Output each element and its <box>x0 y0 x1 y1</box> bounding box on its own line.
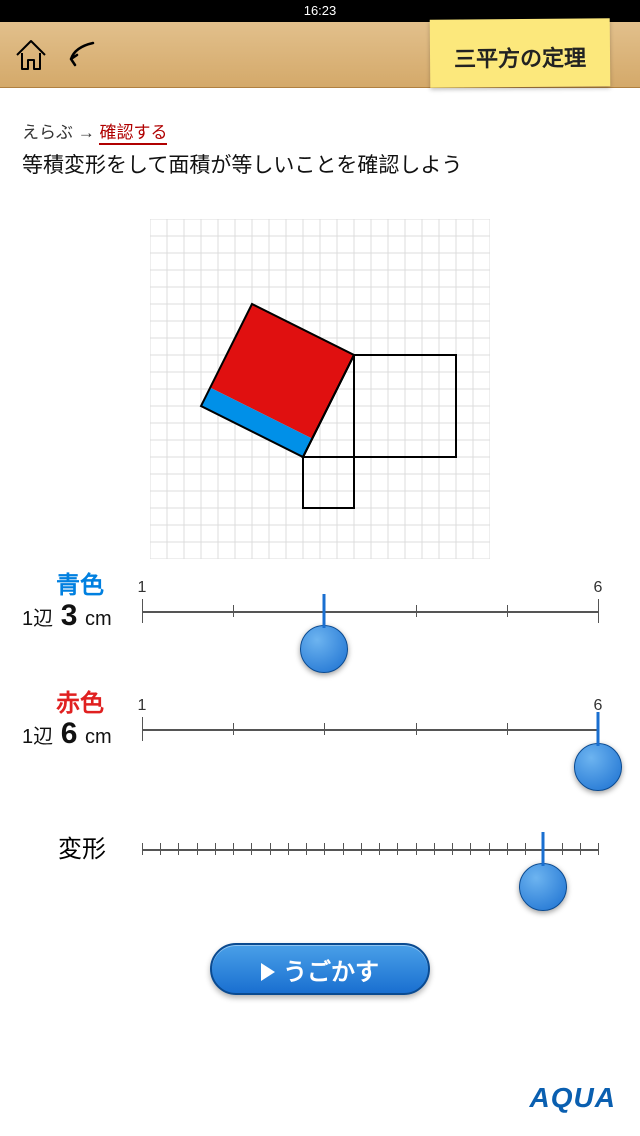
status-time: 16:23 <box>304 3 337 18</box>
blue-slider-title: 青色 <box>56 565 104 600</box>
back-arrow-icon <box>63 35 103 75</box>
content-panel: えらぶ → 確認する 等積変形をして面積が等しいことを確認しよう 青色 1辺 3… <box>10 100 630 1126</box>
home-button[interactable] <box>8 32 54 78</box>
pythagoras-diagram <box>150 219 490 559</box>
blue-slider-track[interactable]: 16 <box>142 585 598 635</box>
red-side-label: 1辺 6 cm <box>22 717 112 751</box>
breadcrumb-arrow: → <box>78 123 95 142</box>
blue-side-label: 1辺 3 cm <box>22 599 112 633</box>
page-title: 三平方の定理 <box>454 45 586 71</box>
blue-track-knob[interactable] <box>300 625 348 673</box>
red-track-knob[interactable] <box>574 743 622 791</box>
transform-slider-title: 変形 <box>58 829 106 864</box>
subtitle: 等積変形をして面積が等しいことを確認しよう <box>22 149 618 179</box>
brand-logo: AQUA <box>530 1082 616 1114</box>
red-slider-block: 赤色 1辺 6 cm 16 <box>22 683 618 795</box>
play-button-label: うごかす <box>283 959 379 986</box>
back-button[interactable] <box>60 32 106 78</box>
breadcrumb: えらぶ → 確認する <box>22 118 618 143</box>
diagram-area <box>22 219 618 559</box>
top-bar: 三平方の定理 <box>0 22 640 88</box>
blue-side-value: 3 <box>61 599 78 632</box>
blue-slider-block: 青色 1辺 3 cm 16 <box>22 565 618 677</box>
breadcrumb-step2: 確認する <box>99 123 167 145</box>
transform-slider-block: 変形 <box>22 803 618 915</box>
red-slider-track[interactable]: 16 <box>142 703 598 753</box>
play-button[interactable]: うごかす <box>210 943 430 995</box>
play-icon <box>261 963 275 981</box>
red-slider-title: 赤色 <box>56 683 104 718</box>
red-side-value: 6 <box>61 717 78 750</box>
transform-track-knob[interactable] <box>519 863 567 911</box>
page-title-tab: 三平方の定理 <box>430 18 611 88</box>
transform-slider-track[interactable] <box>142 823 598 873</box>
home-icon <box>11 35 51 75</box>
breadcrumb-step1: えらぶ <box>22 123 73 142</box>
